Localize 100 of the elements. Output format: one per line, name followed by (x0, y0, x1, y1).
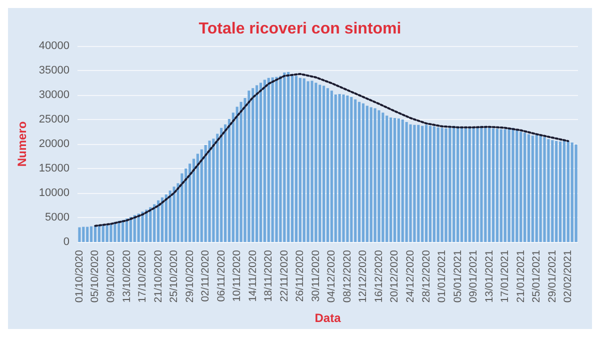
bar (248, 90, 250, 242)
bar (302, 78, 306, 242)
bar (240, 102, 242, 242)
y-tick-label: 0 (63, 236, 70, 248)
bar (417, 124, 420, 242)
bar (440, 128, 444, 242)
bar (527, 134, 530, 242)
bar (338, 94, 341, 242)
y-tick-label: 30000 (38, 89, 70, 101)
x-tick-label: 17/10/2020 (136, 250, 149, 303)
bar (492, 128, 495, 242)
bar (413, 124, 416, 242)
bar (551, 140, 554, 242)
x-tick-label: 08/12/2020 (341, 250, 354, 303)
bar (555, 141, 558, 242)
bar (520, 132, 522, 242)
bar (448, 128, 452, 242)
bar (358, 102, 361, 242)
bar (409, 124, 412, 242)
bar (401, 120, 404, 242)
x-tick-label: 18/11/2020 (262, 250, 275, 302)
x-tick-label: 24/12/2020 (404, 250, 417, 303)
x-tick-label: 29/10/2020 (184, 250, 196, 303)
bar (547, 139, 550, 242)
bar (110, 223, 112, 242)
bar (558, 142, 562, 242)
bar (168, 190, 172, 242)
bar (472, 127, 475, 242)
bar (279, 76, 282, 242)
x-tick-label: 14/11/2020 (246, 250, 259, 302)
bar (524, 132, 526, 242)
y-tick-label: 15000 (38, 162, 70, 174)
x-tick-label: 21/10/2020 (152, 250, 164, 303)
x-tick-label: 09/10/2020 (104, 250, 117, 303)
bar (543, 137, 546, 242)
bar (204, 144, 207, 242)
x-tick-label: 17/01/2021 (499, 250, 512, 303)
line-series (94, 72, 570, 227)
bar (460, 127, 464, 242)
bar (531, 136, 534, 242)
bar (196, 154, 199, 242)
bar (428, 126, 432, 242)
bar (476, 126, 479, 242)
bar (366, 106, 368, 242)
x-tick-label: 04/12/2020 (326, 250, 338, 303)
x-tick-label: 10/11/2020 (231, 250, 244, 302)
bar (350, 96, 353, 242)
bar (512, 128, 514, 242)
bar (122, 220, 124, 242)
x-tick-label: 06/11/2020 (215, 250, 228, 302)
bar (157, 200, 160, 242)
bar (318, 84, 322, 242)
x-tick-label: 26/11/2020 (294, 250, 306, 302)
bar (294, 76, 298, 242)
bar (133, 215, 136, 242)
bar (504, 129, 506, 242)
bar (94, 226, 97, 242)
bar (393, 118, 396, 242)
bar (574, 144, 578, 242)
bar (432, 126, 436, 242)
bar (516, 130, 518, 242)
bar (102, 224, 104, 242)
bar (405, 122, 408, 242)
chart-title: Totale ricoveri con sintomi (198, 20, 402, 38)
bar (90, 226, 93, 242)
bar (141, 212, 144, 242)
bar (562, 141, 566, 242)
bar (145, 210, 148, 242)
bar (421, 126, 424, 242)
y-tick-label: 20000 (38, 138, 70, 150)
x-tick-label: 25/01/2021 (530, 250, 543, 303)
bar (86, 226, 89, 242)
bar (535, 134, 538, 242)
bar (259, 82, 262, 242)
y-tick-label: 25000 (38, 114, 70, 126)
bar (468, 128, 471, 242)
x-tick-label: 02/11/2020 (200, 250, 212, 302)
y-tick-label: 40000 (38, 40, 70, 52)
bar (220, 128, 223, 242)
y-axis-title: Numero (15, 121, 29, 167)
bar (342, 94, 345, 242)
bar (484, 126, 487, 242)
y-tick-label: 5000 (45, 212, 70, 224)
bar (424, 124, 428, 242)
bar (322, 86, 326, 242)
bar (326, 88, 330, 242)
bar (496, 128, 498, 242)
bar (508, 128, 510, 242)
bar (539, 136, 542, 242)
x-tick-label: 09/01/2021 (468, 250, 480, 303)
x-tick-label: 01/01/2021 (436, 250, 448, 303)
bar (252, 88, 254, 242)
bar (78, 227, 81, 242)
bar (129, 217, 132, 242)
x-tick-label: 25/10/2020 (168, 250, 180, 303)
bar (386, 116, 388, 242)
x-tick-label: 01/10/2020 (73, 250, 86, 303)
x-tick-label: 22/11/2020 (278, 250, 290, 302)
bar (334, 94, 337, 242)
bar (267, 78, 270, 242)
